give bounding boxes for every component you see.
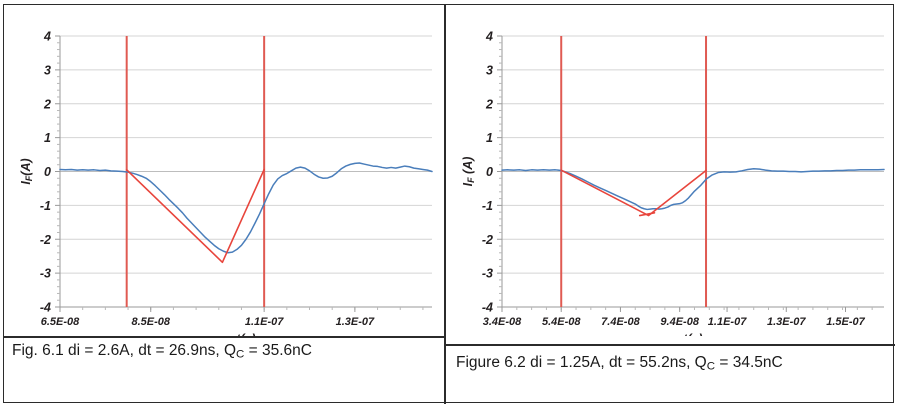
y-tick-label: 3 (486, 63, 493, 77)
y-axis-title-text: IF (A) (461, 157, 476, 187)
plot-area-fig-6-2: 4 3 2 1 0 -1 -2 -3 -4 3.4E-08 5.4E-08 7.4E-08 9.4E-0… (446, 5, 895, 336)
y-tick-label: 0 (44, 165, 51, 179)
x-tick-label: 6.5E-08 (41, 316, 80, 328)
y-axis-title-sub: F (24, 175, 34, 181)
x-tick-label: 9.4E-08 (660, 316, 699, 328)
caption-right-suffix: = 34.5nC (715, 354, 783, 371)
caption-left-subscript: C (236, 348, 245, 361)
caption-cell-right: Figure 6.2 di = 1.25A, dt = 55.2ns, QC =… (446, 346, 895, 404)
y-tick-label: -2 (40, 233, 51, 247)
series-triangle-fit-cross (638, 212, 656, 217)
x-tick-label: 3.4E-08 (483, 316, 522, 328)
y-axis-title-unit: (A) (19, 158, 33, 175)
series-measured-current (59, 162, 433, 254)
caption-left-suffix: = 35.6nC (244, 342, 312, 359)
caption-left: Fig. 6.1 di = 2.6A, dt = 26.9ns, QC = 35… (4, 338, 444, 365)
x-tick-label: 8.5E-08 (131, 316, 170, 328)
x-tick-label: 1.3E-07 (336, 316, 375, 328)
y-axis-title-sub: F (466, 177, 476, 183)
chart-svg-fig-6-1: 4 3 2 1 0 -1 -2 -3 -46.5E-08 8.5E-08 1.1E-07 1.3E-0… (19, 30, 433, 336)
y-axis-title-text: IF(A) (19, 158, 34, 184)
figure-table: 4 3 2 1 0 -1 -2 -3 -4 6.5E-08 8.5E-08 1.1E-07 1.3E-0… (3, 4, 895, 404)
caption-right-prefix: Figure 6.2 di = 1.25A, dt = 55.2ns, Q (456, 354, 707, 371)
table-row-divider-right (445, 344, 895, 346)
x-axis-title: t(s) (236, 332, 255, 336)
y-tick-label: -1 (482, 199, 493, 213)
y-tick-label: -1 (40, 199, 51, 213)
caption-right-subscript: C (706, 360, 716, 373)
chart-svg-fig-6-2: 4 3 2 1 0 -1 -2 -3 -43.4E-08 5.4E-08 7.4E-08 9.4E-0… (461, 30, 885, 336)
table-row-divider-left (4, 336, 445, 338)
x-tick-label: 1.1E-07 (245, 316, 284, 328)
y-axis-title: IF(A) (19, 158, 34, 184)
x-tick-label: 7.4E-08 (601, 316, 640, 328)
series-triangle-fit (125, 168, 265, 264)
y-tick-label: -4 (40, 301, 51, 315)
x-tick-label: 1.1E-07 (708, 316, 747, 328)
chart-cell-fig-6-2: 4 3 2 1 0 -1 -2 -3 -4 3.4E-08 5.4E-08 7.4E-08 9.4E-0… (446, 5, 895, 336)
y-axis-title-unit: (A) (461, 157, 475, 178)
y-tick-label: 2 (43, 97, 51, 111)
y-tick-label: -2 (482, 233, 493, 247)
caption-right: Figure 6.2 di = 1.25A, dt = 55.2ns, QC =… (446, 346, 895, 377)
y-axis-title-main: I (461, 182, 475, 186)
x-tick-label: 5.4E-08 (542, 316, 581, 328)
x-tick-label: 1.5E-07 (826, 316, 865, 328)
y-tick-label: 4 (43, 30, 51, 44)
y-tick-label: 4 (485, 30, 493, 44)
y-tick-label: 2 (485, 97, 493, 111)
y-tick-label: -4 (482, 301, 493, 315)
y-tick-label: 3 (44, 63, 51, 77)
chart-cell-fig-6-1: 4 3 2 1 0 -1 -2 -3 -4 6.5E-08 8.5E-08 1.1E-07 1.3E-0… (4, 5, 444, 336)
y-tick-label: 0 (486, 165, 493, 179)
caption-left-prefix: Fig. 6.1 di = 2.6A, dt = 26.9ns, Q (12, 342, 237, 359)
y-tick-label: 1 (44, 131, 51, 145)
y-axis-title-main: I (19, 181, 33, 185)
y-tick-label: 1 (486, 131, 493, 145)
plot-area-fig-6-1: 4 3 2 1 0 -1 -2 -3 -4 6.5E-08 8.5E-08 1.1E-07 1.3E-0… (4, 5, 444, 336)
series-measured-current (501, 168, 885, 211)
series-triangle-fit (560, 169, 707, 217)
table-column-divider (444, 5, 446, 404)
y-tick-label: -3 (482, 267, 493, 281)
x-axis-title: t(s) (683, 332, 702, 336)
y-axis-title: IF (A) (461, 157, 476, 187)
y-tick-label: -3 (40, 267, 51, 281)
x-tick-label: 1.3E-07 (767, 316, 806, 328)
caption-cell-left: Fig. 6.1 di = 2.6A, dt = 26.9ns, QC = 35… (4, 338, 444, 402)
